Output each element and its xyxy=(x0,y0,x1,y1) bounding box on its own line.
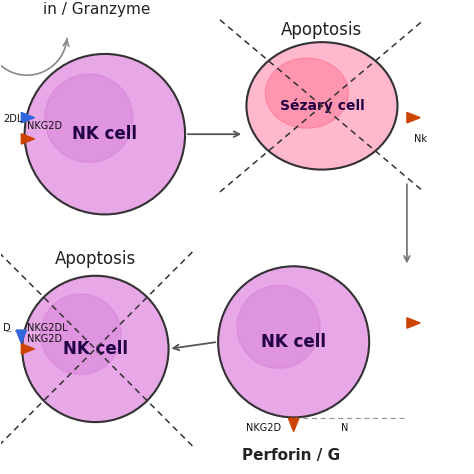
Text: Apoptosis: Apoptosis xyxy=(55,250,136,268)
Ellipse shape xyxy=(22,276,169,422)
Text: in / Granzyme: in / Granzyme xyxy=(44,1,151,17)
Polygon shape xyxy=(16,330,27,343)
Polygon shape xyxy=(289,419,299,431)
Ellipse shape xyxy=(41,294,121,374)
Text: NKG2D: NKG2D xyxy=(246,423,282,433)
Text: Apoptosis: Apoptosis xyxy=(282,21,363,39)
Ellipse shape xyxy=(45,74,133,162)
Text: 2DL: 2DL xyxy=(3,114,23,124)
Text: N: N xyxy=(341,423,348,433)
Text: Sézary cell: Sézary cell xyxy=(280,99,365,113)
Ellipse shape xyxy=(237,285,320,368)
Text: NK cell: NK cell xyxy=(73,125,137,143)
Ellipse shape xyxy=(265,58,348,128)
Text: Nk: Nk xyxy=(414,134,427,144)
Polygon shape xyxy=(21,344,35,354)
Text: NKG2D: NKG2D xyxy=(27,335,62,345)
Text: Perforin / G: Perforin / G xyxy=(242,447,340,463)
Text: NK cell: NK cell xyxy=(261,333,326,351)
Polygon shape xyxy=(407,112,420,123)
Ellipse shape xyxy=(218,266,369,418)
Polygon shape xyxy=(407,318,420,328)
Text: NKG2DL: NKG2DL xyxy=(27,323,68,333)
Text: D: D xyxy=(3,323,11,333)
Ellipse shape xyxy=(25,54,185,214)
Text: NKG2D: NKG2D xyxy=(27,121,62,131)
Polygon shape xyxy=(21,112,35,123)
Ellipse shape xyxy=(246,42,398,170)
Text: NK cell: NK cell xyxy=(63,340,128,358)
Polygon shape xyxy=(21,134,35,144)
